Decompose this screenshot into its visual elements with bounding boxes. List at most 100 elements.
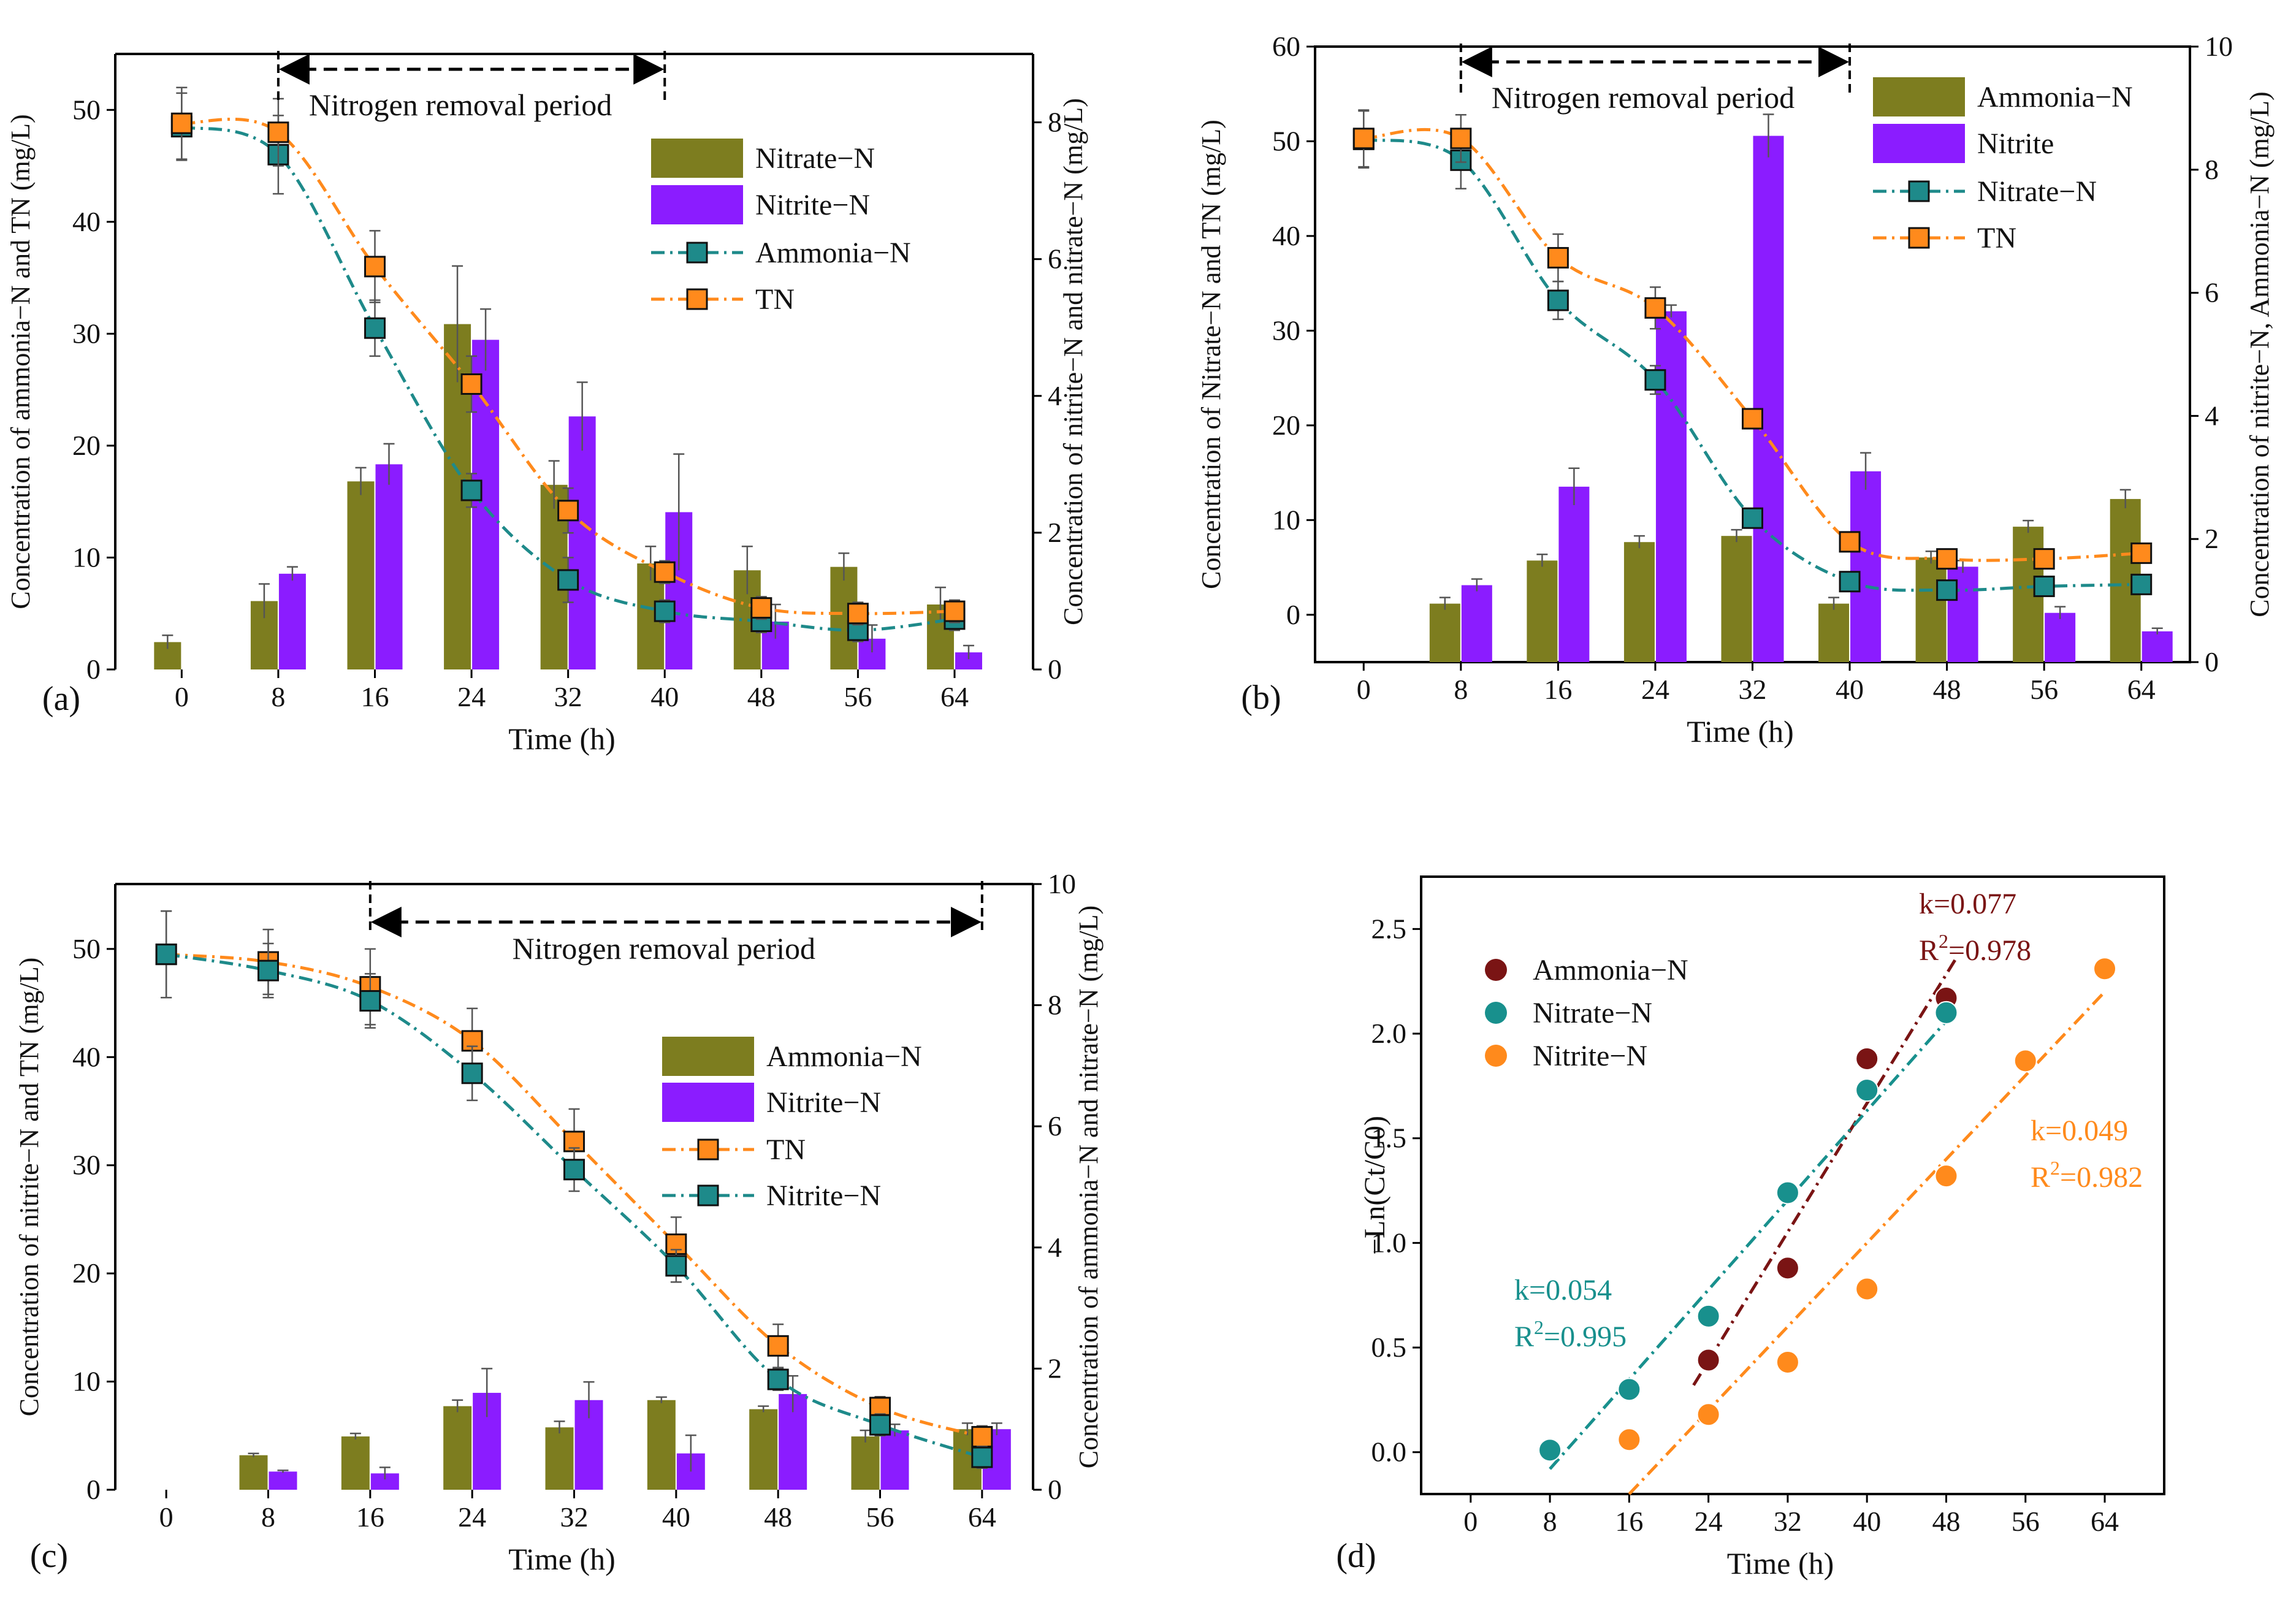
point-marker <box>1644 297 1666 319</box>
legend-label: Nitrite <box>1977 128 2054 160</box>
y-left-tick-label: 20 <box>72 1257 101 1289</box>
legend-marker <box>686 288 708 310</box>
bar <box>1818 603 1850 662</box>
point-marker <box>847 603 869 625</box>
y-tick-label: 0.5 <box>1371 1332 1407 1363</box>
scatter-point <box>1617 1378 1641 1401</box>
bar <box>269 1471 297 1490</box>
legend-label: Nitrite−N <box>766 1180 881 1212</box>
y-right-tick-label: 6 <box>1048 1110 1062 1142</box>
y-right-tick-label: 6 <box>2205 277 2219 308</box>
scatter-point <box>2013 1049 2037 1073</box>
panel-d: 0 8 16 24 32 40 48 56 64 Time (h) 0.0 0.5 1.0 1.5 2.0 2… <box>1336 875 2165 1580</box>
y-tick-label: 2.5 <box>1371 913 1407 944</box>
bar <box>851 1436 880 1490</box>
legend-swatch <box>651 139 743 178</box>
x-tick-label: 40 <box>1836 674 1864 705</box>
bar <box>1461 585 1492 662</box>
point-marker <box>665 1255 687 1277</box>
fit-r2-label: R2=0.995 <box>1514 1316 1627 1353</box>
point-marker <box>1936 579 1958 601</box>
y-left-tick-label: 30 <box>72 1149 101 1181</box>
point-marker <box>1742 408 1763 430</box>
y-right-tick-label: 10 <box>2205 31 2233 62</box>
legend-label: Nitrate−N <box>755 142 875 175</box>
scatter-point <box>1775 1181 1799 1205</box>
point-marker <box>460 373 482 395</box>
bar <box>341 1436 370 1490</box>
point-marker <box>364 317 386 339</box>
y-left-tick-label: 0 <box>86 1474 101 1505</box>
x-axis-label: Time (h) <box>1687 714 1794 749</box>
y-right-axis-label: Concentration of nitrite−N, Ammonia−N (m… <box>2245 91 2275 617</box>
legend-label: Ammonia−N <box>1977 81 2133 113</box>
y-left-axis-label: Concentration of ammonia−N and TN (mg/L) <box>6 114 36 609</box>
legend-swatch <box>662 1083 754 1122</box>
point-marker <box>1547 246 1569 269</box>
x-axis-label: Time (h) <box>508 722 616 756</box>
point-marker <box>2033 548 2055 570</box>
x-tick-label: 0 <box>1463 1506 1478 1537</box>
x-tick-label: 8 <box>1454 674 1468 705</box>
bar <box>1915 557 1947 662</box>
x-tick-label: 8 <box>271 681 285 712</box>
bar <box>1850 471 1882 662</box>
x-tick-label: 48 <box>1932 1506 1960 1537</box>
x-tick-label: 24 <box>1695 1506 1723 1537</box>
x-tick-label: 0 <box>159 1501 174 1533</box>
legend: Ammonia−N Nitrite−N TN Nitrite−N <box>662 1037 922 1212</box>
scatter-point <box>1617 1428 1641 1452</box>
x-tick-label: 56 <box>844 681 872 712</box>
y-left-tick-label: 40 <box>1272 220 1300 251</box>
y-left-tick-label: 20 <box>1272 410 1300 441</box>
legend-swatch <box>662 1037 754 1076</box>
x-tick-label: 56 <box>2012 1506 2040 1537</box>
scatter-point <box>1934 1001 1958 1024</box>
legend-marker <box>697 1184 719 1207</box>
y-right-tick-label: 2 <box>2205 523 2219 554</box>
y-left-tick-label: 0 <box>1286 599 1300 630</box>
x-tick-label: 64 <box>940 681 969 712</box>
scatter-point <box>1934 1164 1958 1188</box>
bar <box>443 1406 472 1490</box>
bar <box>1623 542 1655 662</box>
x-tick-label: 16 <box>1615 1506 1643 1537</box>
y-left-tick-label: 40 <box>72 206 101 237</box>
x-tick-label: 56 <box>866 1501 894 1533</box>
point-marker <box>654 561 676 583</box>
point-marker <box>2130 573 2153 595</box>
bar <box>1527 560 1558 662</box>
y-right-tick-label: 2 <box>1048 1352 1062 1384</box>
y-left-tick-label: 10 <box>72 1366 101 1397</box>
point-marker <box>2130 542 2153 564</box>
x-tick-label: 8 <box>261 1501 275 1533</box>
point-marker <box>460 479 482 501</box>
y-right-tick-label: 10 <box>1048 868 1076 899</box>
legend-label: TN <box>766 1134 806 1166</box>
y-right-tick-label: 8 <box>1048 989 1062 1021</box>
point-marker <box>364 256 386 278</box>
legend-label: Ammonia−N <box>1533 954 1688 986</box>
scatter-point <box>2093 957 2117 981</box>
y-right-tick-label: 0 <box>2205 646 2219 677</box>
x-tick-label: 40 <box>1853 1506 1881 1537</box>
y-left-tick-label: 20 <box>72 430 101 461</box>
x-tick-label: 64 <box>2127 674 2156 705</box>
x-tick-label: 0 <box>1357 674 1371 705</box>
legend-marker <box>686 242 708 264</box>
y-left-tick-label: 50 <box>72 933 101 964</box>
x-tick-label: 64 <box>968 1501 996 1533</box>
point-marker <box>971 1426 993 1448</box>
legend-label: Nitrate−N <box>1533 997 1652 1029</box>
series-line <box>181 125 955 632</box>
fit-k-label: k=0.077 <box>1919 888 2016 920</box>
scatter-point <box>1696 1403 1720 1427</box>
point-marker <box>557 500 579 522</box>
bar <box>2045 612 2076 662</box>
x-tick-label: 48 <box>764 1501 792 1533</box>
plot-frame <box>1314 45 2191 663</box>
legend-marker <box>1908 227 1930 249</box>
